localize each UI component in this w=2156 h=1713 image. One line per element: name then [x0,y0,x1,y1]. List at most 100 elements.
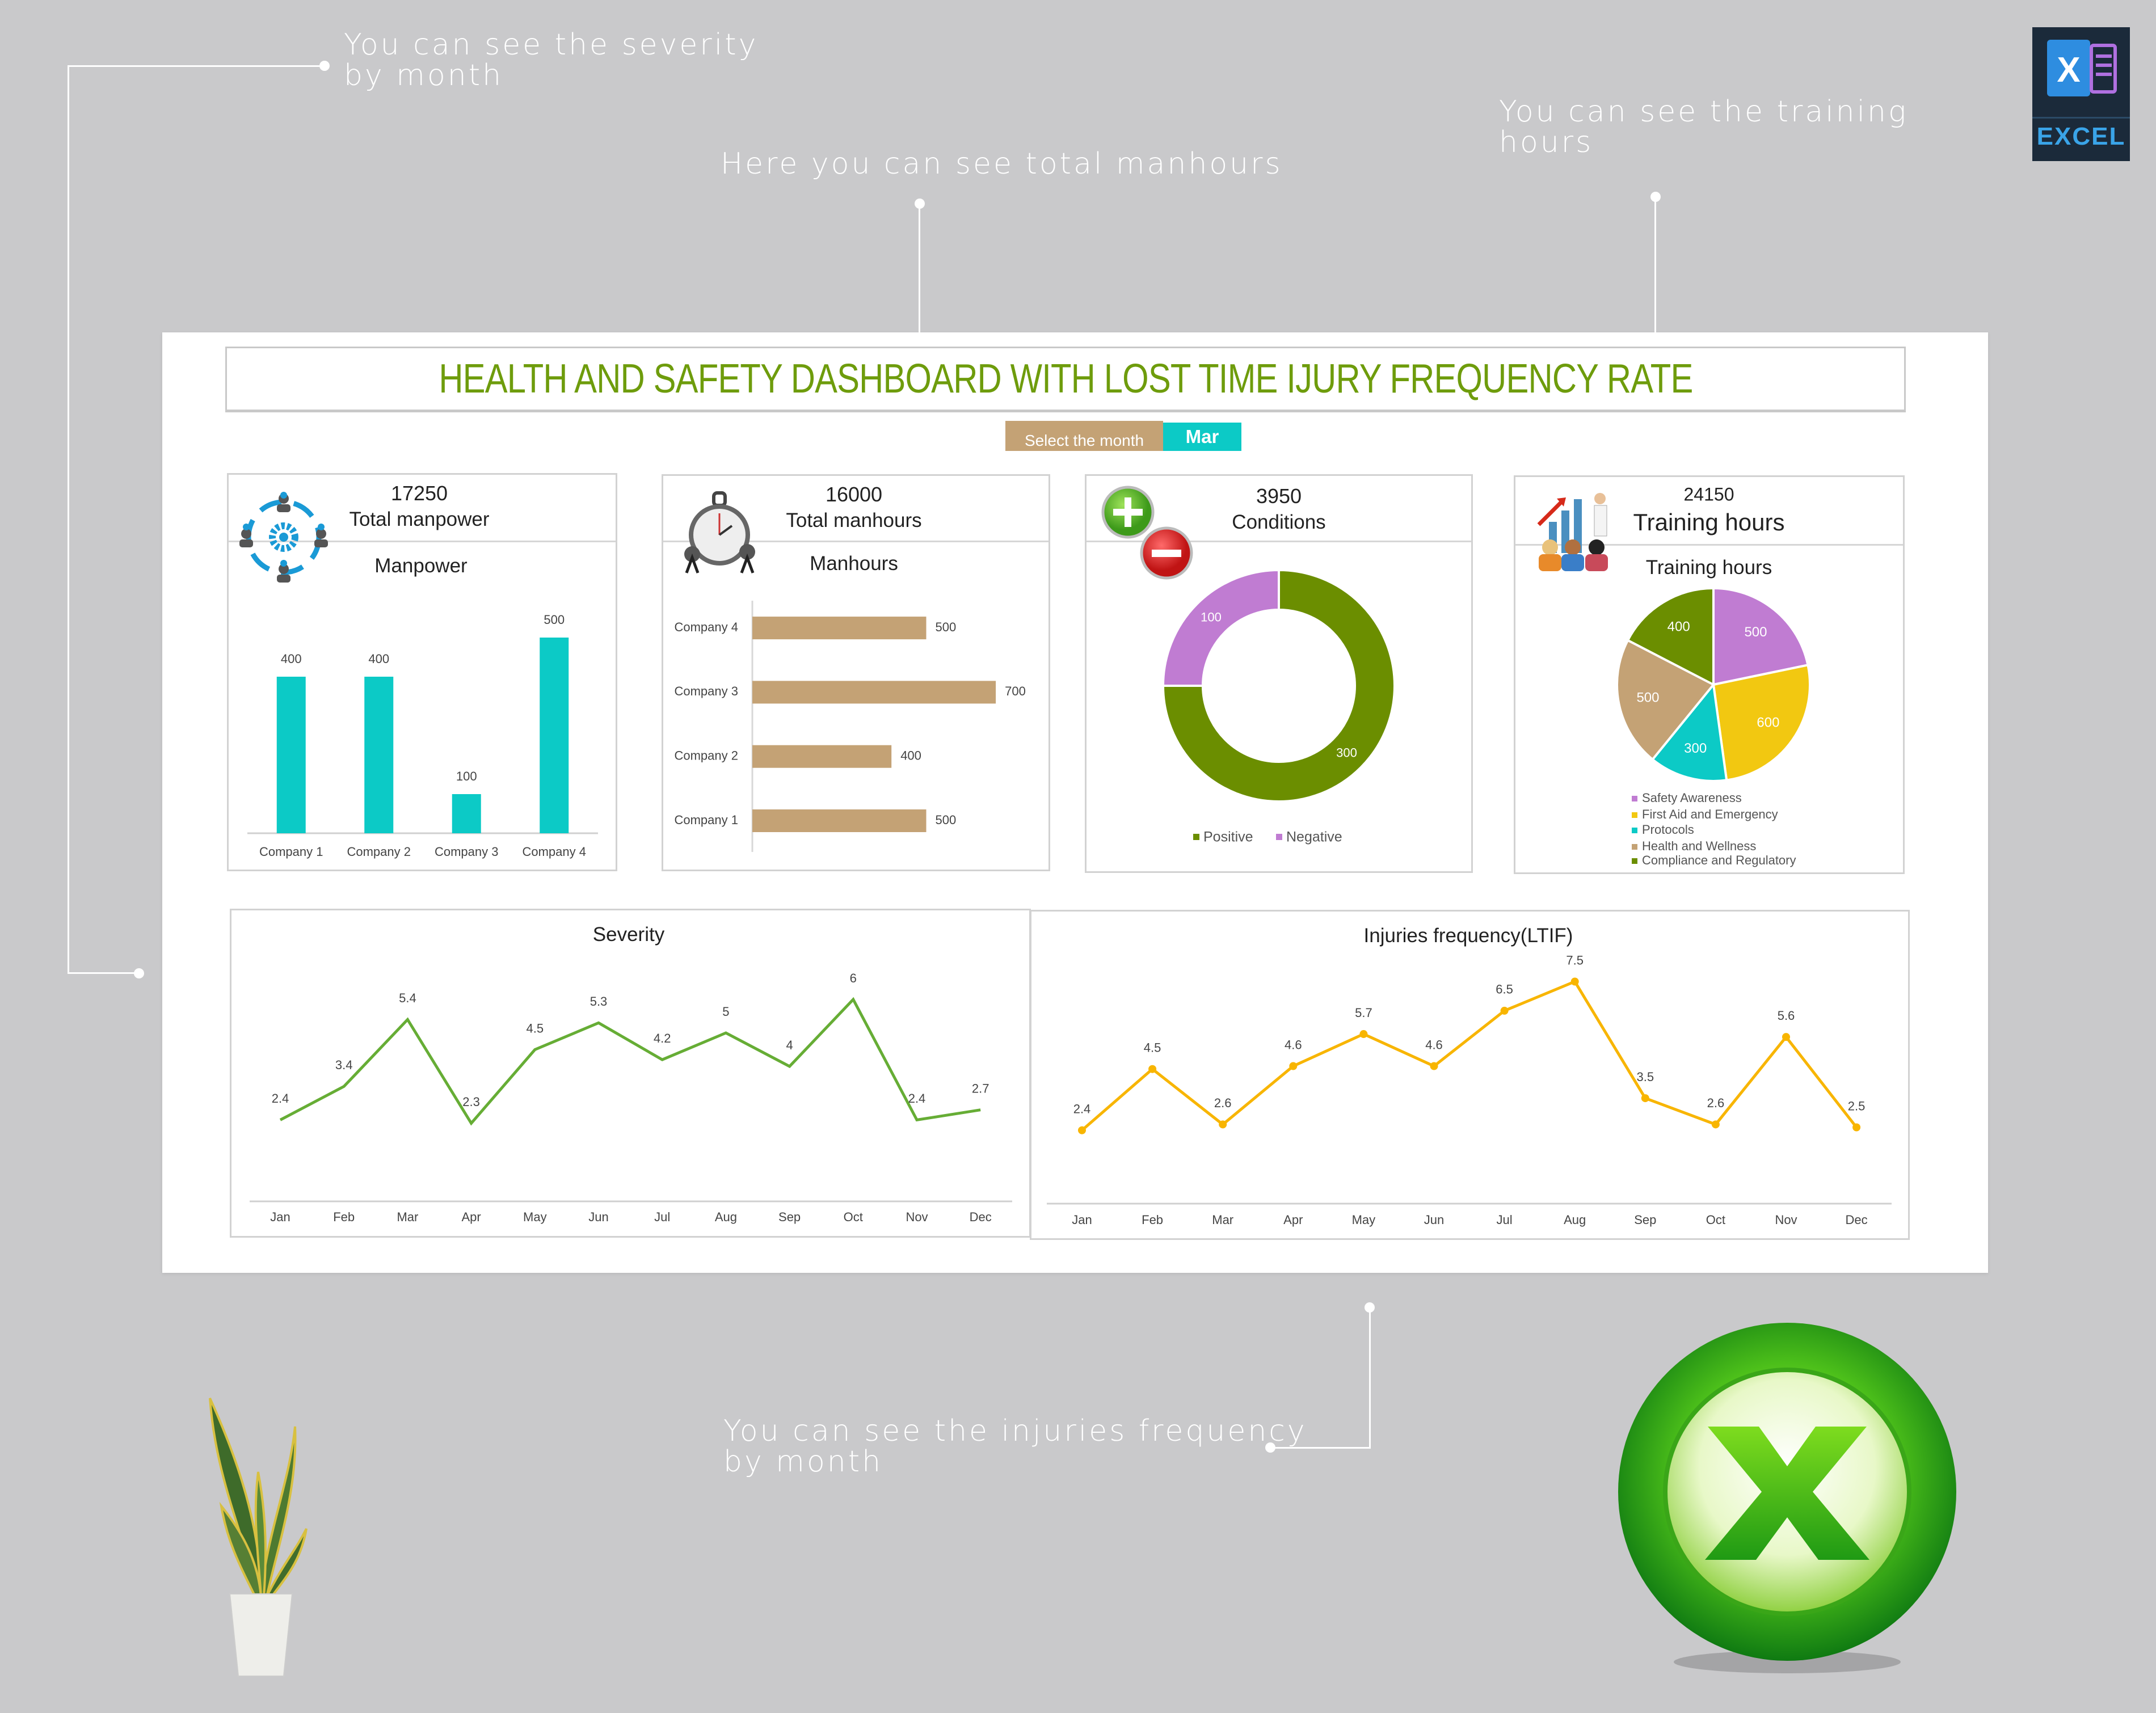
legend-label: Compliance and Regulatory [1642,853,1796,867]
bar-data-label: 400 [281,652,302,666]
month-selector-label: Select the month [1005,421,1163,451]
slice-data-label: 600 [1757,715,1779,730]
x-tick-label: May [523,1210,547,1224]
bar-data-label: 100 [456,769,477,783]
point-data-label: 4.6 [1285,1037,1302,1052]
legend-swatch [1632,828,1637,833]
bar [540,638,569,833]
month-selector-dropdown[interactable]: Mar [1163,421,1241,451]
x-tick-label: Dec [1846,1213,1868,1227]
pie-slice [1712,587,1809,686]
point-data-label: 5 [722,1005,729,1019]
dashboard-title: HEALTH AND SAFETY DASHBOARD WITH LOST TI… [438,356,1693,402]
x-tick-label: Nov [906,1210,928,1224]
y-tick-label: Company 3 [674,684,738,698]
x-tick-label: Mar [397,1210,418,1224]
point-data-label: 4.6 [1425,1037,1443,1052]
excel-logo: X EXCEL [2032,27,2130,161]
x-tick-label: May [1352,1213,1376,1227]
connector-line [1369,1307,1371,1449]
ltif-chart-title: Injuries frequency(LTIF) [1363,925,1573,947]
training-pie-chart: 500 600 300 500 400 Safety Awareness First Aid… [1616,587,1811,867]
y-tick-label: Company 2 [674,749,738,763]
point-data-label: 5.3 [590,994,608,1009]
point-data-label: 2.6 [1214,1096,1232,1110]
annotation-severity: You can see the severity by month [344,29,758,91]
slice-data-label: 300 [1684,741,1707,756]
annotation-line: Here you can see total manhours [721,147,1283,181]
bar [752,681,996,704]
series-line [1081,980,1858,1132]
point-data-label: 6.5 [1496,982,1513,997]
annotation-line: You can see the severity [344,28,759,62]
slice-data-label: 500 [1636,690,1659,705]
manhours-bar-chart: 500 Company 1 400 Company 2 700 Company 3 500 C… [674,601,1026,852]
x-tick-label: Sep [778,1210,801,1224]
manpower-total: 17250 [390,482,448,505]
connector-line [68,972,138,974]
connector-line [68,65,323,67]
x-tick-label: Jul [654,1210,670,1224]
x-tick-label: Company 2 [347,845,411,859]
data-point [1711,1120,1720,1129]
conditions-total: 3950 [1256,484,1302,508]
manpower-chart-title: Manpower [374,555,468,577]
x-tick-label: Jun [588,1210,608,1224]
data-point [1570,977,1579,986]
manhours-chart-title: Manhours [810,552,898,575]
point-data-label: 4.5 [1144,1041,1161,1055]
data-point [1500,1006,1509,1015]
point-data-label: 6 [850,971,857,985]
x-tick-label: Aug [715,1210,737,1224]
slice-data-label: 400 [1667,619,1690,635]
data-point [1359,1030,1368,1039]
connector-dot [134,968,144,978]
bar [752,745,892,768]
x-tick-label: Jan [1072,1213,1092,1227]
conditions-total-label: Conditions [1232,511,1326,533]
slice-data-label: 500 [1744,625,1767,640]
svg-text:X: X [2057,50,2080,90]
pie-slice [1650,682,1728,782]
legend-swatch [1632,858,1637,864]
plant-decoration-icon [209,1398,308,1677]
annotation-line: You can see the injuries frequency [723,1414,1307,1448]
legend-label: Health and Wellness [1642,839,1756,853]
bar [752,809,927,832]
bar [276,677,306,833]
x-tick-label: Oct [1706,1213,1725,1227]
ltif-card [1030,910,1910,1240]
slice-data-label: 100 [1201,610,1222,624]
bar-data-label: 400 [368,652,389,666]
manpower-total-label: Total manpower [349,508,490,530]
annotation-line: by month [344,58,504,92]
severity-chart-title: Severity [592,923,665,946]
point-data-label: 2.3 [462,1095,480,1109]
x-tick-label: Jan [270,1210,290,1224]
x-tick-label: Sep [1634,1213,1656,1227]
x-tick-label: Dec [970,1210,992,1224]
y-tick-label: Company 1 [674,813,738,827]
training-total: 24150 [1683,484,1734,505]
annotation-training: You can see the training hours [1499,96,1908,158]
dashboard-title-box: HEALTH AND SAFETY DASHBOARD WITH LOST TI… [225,347,1906,412]
training-total-label: Training hours [1633,509,1785,535]
x-tick-label: Apr [461,1210,481,1224]
annotation-line: hours [1499,125,1594,159]
bar-data-label: 500 [544,613,565,627]
x-tick-label: Apr [1283,1213,1303,1227]
x-tick-label: Mar [1212,1213,1233,1227]
legend-label: Safety Awareness [1642,791,1742,805]
data-point [1641,1094,1649,1103]
y-tick-label: Company 4 [674,620,738,634]
point-data-label: 7.5 [1566,953,1584,967]
x-tick-label: Jul [1497,1213,1513,1227]
point-data-label: 2.4 [1073,1102,1091,1116]
point-data-label: 2.6 [1707,1096,1725,1110]
manhours-total-label: Total manhours [786,509,922,531]
bar [452,794,481,833]
x-tick-label: Nov [1775,1213,1797,1227]
donut-slice [1161,568,1280,687]
ltif-line-chart: 2.4 Jan 4.5 Feb 2.6 Mar 4.6 Apr 5.7 May 4.6 Jun 6.5 J… [1047,953,1892,1227]
